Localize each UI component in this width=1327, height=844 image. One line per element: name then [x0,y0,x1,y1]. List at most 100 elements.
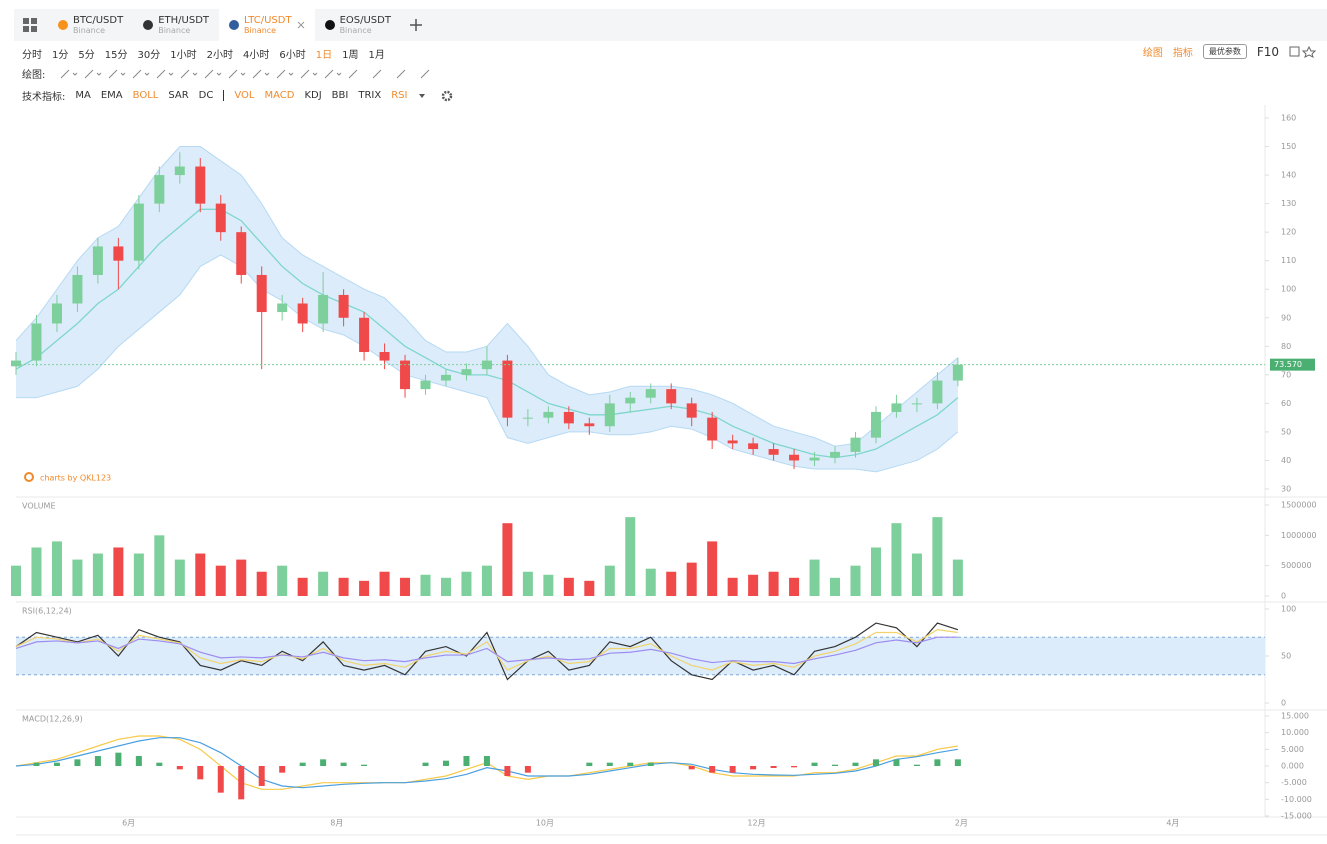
volume-bar [133,553,144,596]
tool-caret [193,72,198,76]
timeframe[interactable]: 5分 [78,50,95,61]
y-tick-label: 500000 [1281,561,1312,570]
macd-bar [33,762,40,766]
y-tick-label: 15.000 [1281,712,1309,721]
y-tick-label: 1000000 [1281,531,1317,540]
macd-bar [320,759,327,766]
tool-icon [157,69,166,78]
macd-bar [913,764,920,766]
exchange-name: Binance [339,26,372,35]
add-tab[interactable] [401,17,431,33]
indicator[interactable]: EMA [100,90,123,101]
volume-bar [604,565,615,596]
macd-bar [53,762,60,766]
pair-name: ETH/USDT [158,15,210,26]
indicator[interactable]: BBI [331,90,349,101]
coin-icon [58,20,68,30]
y-tick-label: 30 [1281,485,1291,494]
timeframe[interactable]: 2小时 [206,50,233,61]
indicator[interactable]: TRIX [358,90,382,101]
tab[interactable]: LTC/USDT Binance [219,9,315,41]
tab[interactable]: BTC/USDT Binance [48,9,133,41]
candle-body [31,323,42,361]
volume-bar [31,547,42,596]
timeframe[interactable]: 1月 [368,50,385,61]
timeframe[interactable]: 分时 [22,50,42,61]
volume-bar [400,577,411,596]
candle-body [686,403,697,418]
x-tick-label: 10月 [536,819,554,828]
macd-bar [94,756,101,766]
volume-bar [850,565,861,596]
indicator[interactable]: RSI [391,90,408,101]
draw-button[interactable]: 绘图 [1142,48,1163,59]
tool-caret [97,72,102,76]
indicator[interactable]: SAR [168,90,189,101]
indicator[interactable]: VOL [234,90,255,101]
chart: 3040506070809010011012013014015016005000… [11,105,1327,836]
menu-icon[interactable] [14,9,48,41]
timeframe[interactable]: 30分 [137,50,161,61]
drawing-label: 绘图: [22,70,46,81]
candle-body [727,440,738,444]
candle-body [645,389,656,398]
indicator[interactable]: MACD [264,90,295,101]
close-tab[interactable] [297,21,305,29]
timeframe[interactable]: 1小时 [170,50,197,61]
timeframe[interactable]: 1日 [315,50,333,61]
tab[interactable]: EOS/USDT Binance [315,9,401,41]
tool-icon [253,69,262,78]
y-tick-label: 90 [1281,313,1291,322]
indicator[interactable]: DC [198,90,214,101]
tab[interactable]: ETH/USDT Binance [133,9,219,41]
caret [419,93,426,98]
macd-bar [197,766,204,780]
indicator-button[interactable]: 指标 [1172,48,1193,59]
candle-body [502,360,513,418]
candle-body [809,457,820,461]
candle-body [277,303,288,313]
drawing-bar: 绘图: [22,66,455,81]
volume-bar [727,577,738,596]
bollinger-band [16,146,958,472]
candle-body [113,246,124,261]
timeframe[interactable]: 1周 [342,50,359,61]
y-tick-label: 100 [1281,605,1296,614]
tab-text: BTC/USDT Binance [73,15,123,35]
y-tick-label: 120 [1281,228,1296,237]
indicator-settings[interactable] [417,90,457,102]
indicator[interactable]: BOLL [132,90,159,101]
volume-bar [584,580,595,596]
last-price-tag [1270,358,1315,371]
timeframe[interactable]: 1分 [52,50,69,61]
tool-caret [337,72,342,76]
volume-bar [113,547,124,596]
y-tick-label: -5.000 [1281,778,1307,787]
candle-body [318,294,329,324]
y-tick-label: 70 [1281,370,1291,379]
macd-bar [524,766,531,773]
f10-button[interactable]: F10 [1256,44,1279,59]
y-tick-label: 80 [1281,342,1291,351]
best-params-button[interactable]: 最优参数 [1202,44,1247,59]
candle-body [604,403,615,427]
timeframe[interactable]: 15分 [104,50,128,61]
window-icons[interactable] [1289,45,1317,58]
volume-bar [911,553,922,596]
coin-dot [324,20,335,30]
timeframe[interactable]: 6小时 [279,50,306,61]
macd-bar [258,766,265,786]
drawing-tools[interactable] [55,68,455,80]
indicator[interactable]: KDJ [304,90,322,101]
separator [223,90,225,101]
candle-body [338,294,349,318]
volume-bar [522,571,533,596]
tab-bar: BTC/USDT Binance ETH/USDT Binance LTC/USDT Bi… [14,9,1327,41]
exchange-name: Binance [73,26,106,35]
y-tick-label: 60 [1281,399,1291,408]
tool-icon [301,69,310,78]
indicator[interactable]: MA [75,90,91,101]
candle-body [154,175,165,204]
volume-bar [481,565,492,596]
timeframe[interactable]: 4小时 [242,50,270,61]
